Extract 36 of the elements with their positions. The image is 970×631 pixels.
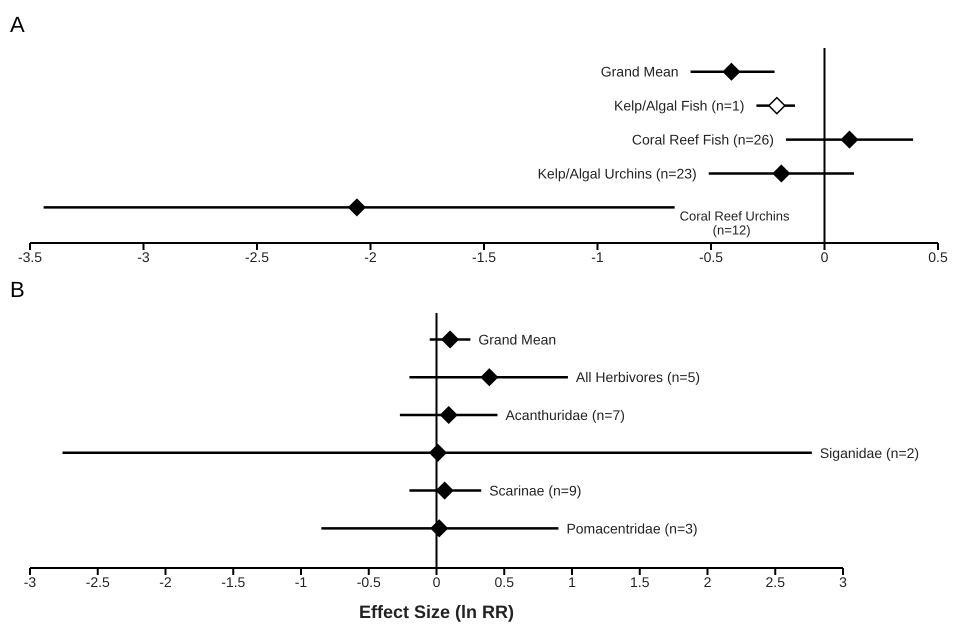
y-tick-label: Acanthuridae (n=7) [505,407,625,423]
y-tick-label: Kelp/Algal Urchins (n=23) [538,165,697,182]
x-tick-label: 0 [820,248,829,265]
x-tick-label: -0.5 [356,574,382,590]
y-tick-label: Coral Reef Fish (n=26) [632,132,774,148]
x-tick-label: 0.5 [494,574,514,590]
x-tick-label: -1.5 [221,574,246,590]
x-tick-label: -1.5 [472,248,496,265]
x-tick-label: 3 [839,574,848,590]
x-tick-label: -2.5 [86,574,110,590]
y-tick-label: All Herbivores (n=5) [576,369,700,386]
y-tick-label: Coral Reef Urchins (n=12) [680,208,790,238]
y-tick-label: Scarinae (n=9) [489,482,582,499]
x-tick-label: -3.5 [18,248,42,265]
x-tick-label: -1 [591,248,604,265]
x-tick-label: 0 [432,574,441,590]
x-tick-label: 1.5 [630,574,650,590]
x-tick-label: -1 [294,574,308,590]
y-tick-label: Kelp/Algal Fish (n=1) [614,98,744,114]
x-tick-label: 1 [568,574,576,590]
x-tick-label: 2.5 [766,574,786,590]
y-tick-label: Grand Mean [600,64,679,80]
y-tick-label: Grand Mean [478,331,556,348]
x-tick-label: 2 [704,574,712,590]
x-tick-label: -3 [24,574,36,590]
x-tick-label: -2 [364,248,377,265]
x-tick-label: -0.5 [698,248,724,265]
x-axis-title: Effect Size (ln RR) [358,602,514,622]
x-tick-label: -2.5 [244,248,270,265]
y-tick-label: Pomacentridae (n=3) [566,520,698,536]
x-tick-label: -2 [159,574,172,590]
y-tick-label: Siganidae (n=2) [820,444,920,461]
chart-title: B [10,277,25,303]
x-tick-label: -3 [137,248,150,265]
x-tick-label: 0.5 [928,248,948,265]
chart-title: A [10,12,25,38]
